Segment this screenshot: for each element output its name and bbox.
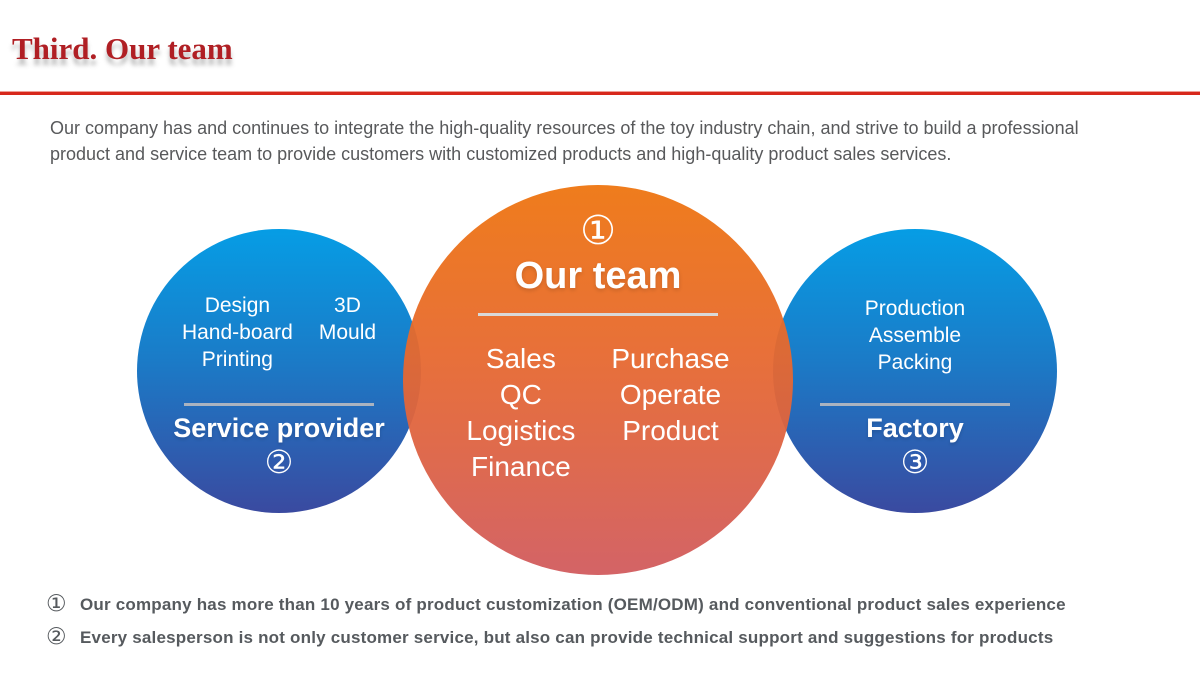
footnote-1-text: Our company has more than 10 years of pr… <box>80 595 1066 614</box>
footnote-2: ② Every salesperson is not only customer… <box>46 625 1066 650</box>
team-item: Sales <box>485 343 556 374</box>
footnote-2-number: ② <box>46 624 67 650</box>
title-divider-rule <box>0 91 1200 95</box>
intro-paragraph: Our company has and continues to integra… <box>50 118 1079 164</box>
page-title: Third. Our team <box>12 31 233 66</box>
our-team-label: Our team <box>514 255 682 297</box>
service-provider-number: ② <box>264 443 294 481</box>
service-provider-items-col2: 3D Mould <box>319 292 376 346</box>
service-provider-divider <box>184 403 374 406</box>
factory-item: Packing <box>877 351 953 374</box>
team-item: Operate <box>619 379 722 410</box>
service-provider-items-col1: Design Hand-board Printing <box>182 292 293 373</box>
our-team-divider <box>478 313 718 316</box>
footnote-2-text: Every salesperson is not only customer s… <box>80 628 1054 647</box>
factory-divider <box>820 403 1010 406</box>
our-team-items-col2: Purchase Operate Product <box>611 341 729 449</box>
service-provider-label: Service provider <box>173 413 385 443</box>
service-item: 3D <box>334 294 361 317</box>
team-item: Logistics <box>466 415 576 446</box>
our-team-circle: ① Our team Sales QC Logistics Finance Pu… <box>403 185 793 575</box>
footnote-1-number: ① <box>46 591 67 617</box>
service-item: Hand-board <box>181 321 293 344</box>
factory-item: Production <box>864 297 966 320</box>
factory-item: Assemble <box>868 324 962 347</box>
our-team-items: Sales QC Logistics Finance Purchase Oper… <box>403 341 793 485</box>
our-team-number: ① <box>580 208 616 254</box>
team-item: Finance <box>471 451 571 482</box>
team-item: Purchase <box>611 343 730 374</box>
factory-items: Production Assemble Packing <box>773 295 1057 376</box>
factory-circle: Production Assemble Packing Factory ③ <box>773 229 1057 513</box>
service-provider-circle: Design Hand-board Printing 3D Mould Serv… <box>137 229 421 513</box>
factory-number: ③ <box>900 443 930 481</box>
our-team-items-col1: Sales QC Logistics Finance <box>466 341 575 485</box>
factory-label: Factory <box>866 413 964 443</box>
footnotes: ① Our company has more than 10 years of … <box>46 592 1066 658</box>
team-item: QC <box>499 379 542 410</box>
footnote-1: ① Our company has more than 10 years of … <box>46 592 1066 617</box>
service-provider-items: Design Hand-board Printing 3D Mould <box>137 292 421 373</box>
service-item: Design <box>204 294 271 317</box>
team-item: Product <box>622 415 719 446</box>
service-item: Mould <box>318 321 377 344</box>
service-item: Printing <box>201 348 273 371</box>
